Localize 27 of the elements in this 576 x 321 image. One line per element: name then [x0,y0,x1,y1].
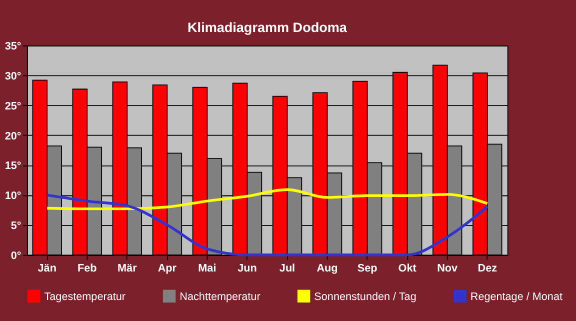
x-tick-label: Mär [118,262,138,275]
x-tick-label: Nov [437,262,458,275]
x-tick-label: Dez [478,262,498,275]
legend-label: Tagestemperatur [44,290,126,303]
x-tick-label: Feb [77,262,98,275]
chart-title: Klimadiagramm Dodoma [188,20,348,35]
x-tick-label: Apr [158,262,178,275]
line-series [46,188,489,210]
line-series [46,194,489,256]
y-tick-label: 30° [4,70,22,82]
x-tick-label: Jun [238,262,257,275]
x-tick-label: Okt [398,262,417,275]
x-tick-label: Sep [357,262,378,275]
y-tick-label: 25° [4,100,22,112]
y-tick-label: 0° [10,250,22,262]
y-tick-label: 35° [4,40,22,52]
x-tick-label: Aug [316,262,338,275]
legend-label: Regentage / Monat [470,290,562,303]
x-tick-label: Mai [198,262,216,275]
y-tick-label: 10° [4,190,22,202]
legend-label: Sonnenstunden / Tag [314,290,416,303]
y-tick-label: 15° [4,160,22,172]
x-tick-label: Jän [38,262,56,275]
y-tick-label: 20° [4,130,22,142]
legend-label: Nachttemperatur [180,290,261,303]
x-tick-label: Jul [279,262,296,275]
y-tick-label: 5° [10,220,22,232]
